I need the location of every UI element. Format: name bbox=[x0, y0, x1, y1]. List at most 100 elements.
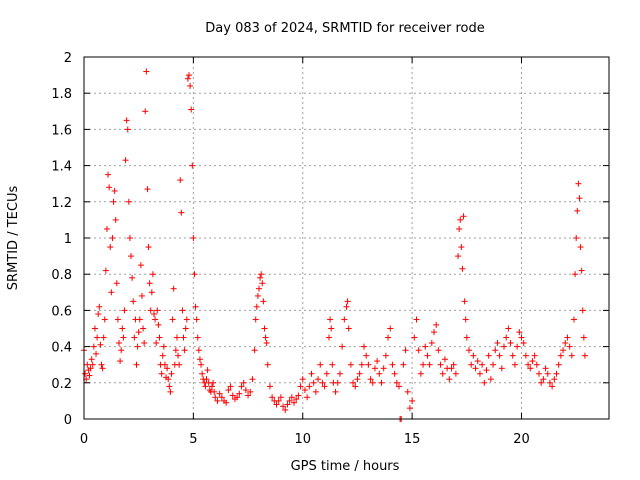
data-point bbox=[458, 244, 465, 251]
y-axis-label: SRMTID / TECUs bbox=[6, 186, 21, 291]
data-point bbox=[376, 370, 383, 377]
data-point bbox=[88, 356, 95, 363]
data-point bbox=[156, 334, 163, 341]
data-point bbox=[136, 316, 143, 323]
data-point bbox=[151, 311, 157, 318]
data-point bbox=[352, 383, 359, 390]
data-point bbox=[263, 339, 270, 346]
data-point bbox=[462, 316, 469, 323]
data-point bbox=[187, 82, 194, 89]
data-point bbox=[184, 75, 191, 82]
data-point bbox=[371, 365, 378, 372]
data-point bbox=[406, 405, 413, 412]
data-point bbox=[256, 285, 262, 292]
data-point bbox=[208, 383, 215, 390]
data-point bbox=[332, 388, 339, 395]
data-point bbox=[122, 157, 129, 164]
data-point bbox=[190, 235, 197, 241]
chart-title: Day 083 of 2024, SRMTID for receiver rod… bbox=[205, 21, 484, 36]
data-point bbox=[277, 394, 284, 401]
data-point bbox=[134, 343, 141, 350]
data-point bbox=[169, 316, 176, 323]
plot-frame bbox=[83, 56, 610, 420]
data-point bbox=[527, 365, 534, 372]
data-point bbox=[365, 361, 372, 368]
data-point bbox=[361, 343, 367, 350]
data-point bbox=[218, 394, 225, 401]
data-point bbox=[269, 394, 276, 401]
data-point bbox=[341, 316, 348, 323]
data-point bbox=[354, 376, 361, 383]
data-point bbox=[551, 376, 558, 383]
data-point bbox=[441, 356, 448, 363]
data-point bbox=[236, 390, 243, 397]
data-point bbox=[189, 162, 196, 169]
data-point bbox=[378, 379, 385, 386]
data-point bbox=[180, 334, 187, 341]
data-point bbox=[578, 267, 585, 274]
data-point bbox=[483, 367, 490, 374]
data-point bbox=[494, 339, 501, 346]
data-point bbox=[142, 108, 149, 115]
data-point bbox=[334, 379, 341, 386]
data-point bbox=[327, 316, 334, 323]
data-point bbox=[87, 365, 94, 372]
data-point bbox=[501, 343, 507, 350]
data-point bbox=[538, 379, 545, 386]
data-point bbox=[564, 334, 571, 341]
data-point bbox=[216, 390, 223, 397]
data-point bbox=[374, 358, 381, 365]
data-point bbox=[159, 352, 166, 359]
y-tick-label: 2 bbox=[64, 51, 72, 66]
data-point bbox=[433, 321, 440, 328]
data-point bbox=[479, 361, 486, 368]
data-point bbox=[448, 365, 455, 372]
data-point bbox=[188, 106, 195, 113]
data-point bbox=[531, 352, 538, 359]
data-point bbox=[186, 72, 192, 79]
data-point bbox=[165, 376, 172, 383]
data-point bbox=[153, 339, 160, 346]
data-point bbox=[295, 392, 302, 399]
data-point bbox=[212, 394, 219, 401]
data-point bbox=[249, 376, 256, 383]
y-tick-labels: 0 0.2 0.4 0.6 0.8 1 1.2 1.4 1.6 1.8 2 bbox=[51, 51, 72, 428]
data-point bbox=[133, 361, 140, 368]
data-point bbox=[415, 347, 422, 354]
data-point bbox=[344, 298, 351, 305]
data-point bbox=[275, 397, 282, 404]
data-point bbox=[173, 334, 180, 341]
data-point bbox=[431, 329, 437, 336]
data-point bbox=[568, 352, 575, 359]
data-point bbox=[328, 325, 335, 332]
data-point bbox=[155, 321, 162, 328]
data-point bbox=[178, 209, 185, 216]
data-point bbox=[109, 235, 116, 241]
data-point bbox=[413, 316, 420, 323]
data-point bbox=[520, 339, 527, 346]
data-point bbox=[140, 325, 147, 332]
data-point bbox=[242, 387, 249, 394]
data-point bbox=[420, 361, 427, 368]
data-point bbox=[566, 343, 573, 350]
data-point bbox=[170, 285, 177, 292]
data-point bbox=[297, 383, 304, 390]
data-point bbox=[135, 329, 142, 336]
data-point bbox=[196, 356, 203, 363]
data-point bbox=[363, 352, 370, 359]
data-point bbox=[93, 350, 100, 357]
data-point bbox=[168, 370, 175, 377]
data-point bbox=[424, 352, 431, 359]
data-point bbox=[472, 365, 479, 372]
data-point bbox=[223, 399, 230, 406]
data-point bbox=[336, 370, 343, 377]
data-point bbox=[518, 334, 525, 341]
data-point bbox=[575, 180, 582, 187]
data-point bbox=[191, 271, 198, 278]
data-point bbox=[247, 388, 254, 395]
data-point bbox=[492, 347, 499, 354]
data-point bbox=[549, 383, 556, 390]
data-point bbox=[238, 383, 245, 390]
data-point bbox=[113, 280, 120, 287]
data-point bbox=[439, 370, 446, 377]
